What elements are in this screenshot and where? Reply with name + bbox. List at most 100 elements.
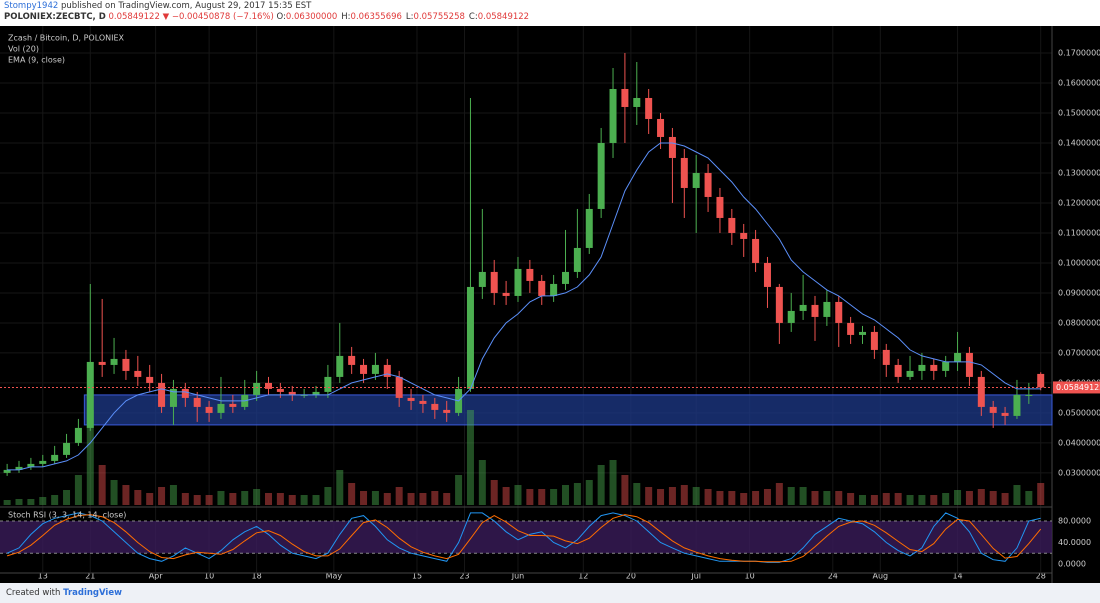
candle-body [312,391,320,395]
candle-body [977,376,985,407]
x-tick-label: 10 [745,572,755,581]
volume-bar [740,493,748,505]
quote-line: POLONIEX:ZECBTC, D 0.05849122 ▼ −0.00450… [4,12,1096,23]
candle-body [1013,394,1021,416]
candle-body [3,469,11,473]
candle-body [205,406,213,413]
candle-body [15,466,23,470]
published: published on TradingView.com, August 29,… [60,1,312,11]
volume-bar [98,465,106,505]
x-tick-label: Apr [149,572,164,581]
volume-bar [906,495,914,505]
candle-body [870,331,878,350]
volume-bar [86,410,94,505]
volume-bar [478,460,486,505]
arrow: ▼ [162,12,170,22]
volume-bar [312,495,320,505]
candle-body [597,142,605,209]
volume-bar [158,487,166,505]
candle-body [39,460,47,464]
volume-bar [336,470,344,505]
volume-bar [787,487,795,505]
candle-body [181,388,189,398]
candle-body [882,349,890,365]
last: 0.05849122 [108,12,160,22]
candle-body [229,403,237,407]
ohlc-label: L: [405,12,414,22]
candle-body [419,400,427,404]
volume-bar [930,495,938,505]
last-price-box [1053,381,1100,394]
candle-body [954,352,962,362]
volume-bar [146,493,154,505]
candle-body [169,388,177,407]
x-tick-label: 10 [204,572,214,581]
candle-body [98,361,106,365]
candle-body [859,331,867,335]
volume-bar [300,495,308,505]
candle-body [526,268,534,281]
x-tick-label: 23 [459,572,469,581]
candle-body [300,394,308,396]
volume-bar [253,489,261,505]
volume-bar [823,491,831,505]
volume-bar [110,480,118,505]
volume-bar [882,493,890,505]
volume-bar [205,495,213,505]
volume-bar [918,495,926,505]
x-tick-label: 15 [412,572,422,581]
volume-bar [597,465,605,505]
candle-body [918,364,926,371]
volume-bar [704,489,712,505]
candle-body [63,442,71,455]
volume-bar [716,491,724,505]
volume-legend: Vol (20) [8,45,39,54]
author[interactable]: Stompy1942 [4,1,59,11]
ohlc-value: 0.06355696 [350,12,402,22]
volume-bar [870,495,878,505]
volume-bar [443,493,451,505]
brand[interactable]: TradingView [63,588,122,598]
candle-body [645,97,653,119]
volume-bar [989,491,997,505]
candle-body [276,388,284,392]
volume-bar [859,495,867,505]
candle-body [371,364,379,374]
volume-bar [419,493,427,505]
volume-bar [288,495,296,505]
candle-body [668,136,676,158]
candle-body [716,196,724,218]
volume-bar [63,490,71,505]
rsi-line [6,514,1042,563]
volume-bar [371,491,379,505]
candle-body [158,382,166,407]
volume-bar [455,475,463,505]
background [0,26,1100,583]
candle-body [74,427,82,443]
candle-body [609,88,617,143]
rsi-title: Stoch RSI (3, 3, 14, 14, close) [8,511,126,520]
x-tick-label: Aug [873,572,889,581]
volume-bar [633,483,641,505]
volume-bar [585,480,593,505]
volume-bar [39,497,47,505]
volume-bar [526,489,534,505]
candle-body [942,361,950,371]
volume-bar [538,489,546,505]
candle-body [811,304,819,317]
candle-body [431,403,439,410]
change: −0.00450878 (−7.16%) [171,12,274,22]
candle-body [1037,373,1045,388]
candle-body [348,355,356,365]
x-tick-label: 28 [1036,572,1046,581]
candle-body [1001,412,1009,416]
volume-bar [1037,483,1045,505]
volume-bar [15,499,23,505]
volume-bar [395,487,403,505]
volume-bar [609,460,617,505]
